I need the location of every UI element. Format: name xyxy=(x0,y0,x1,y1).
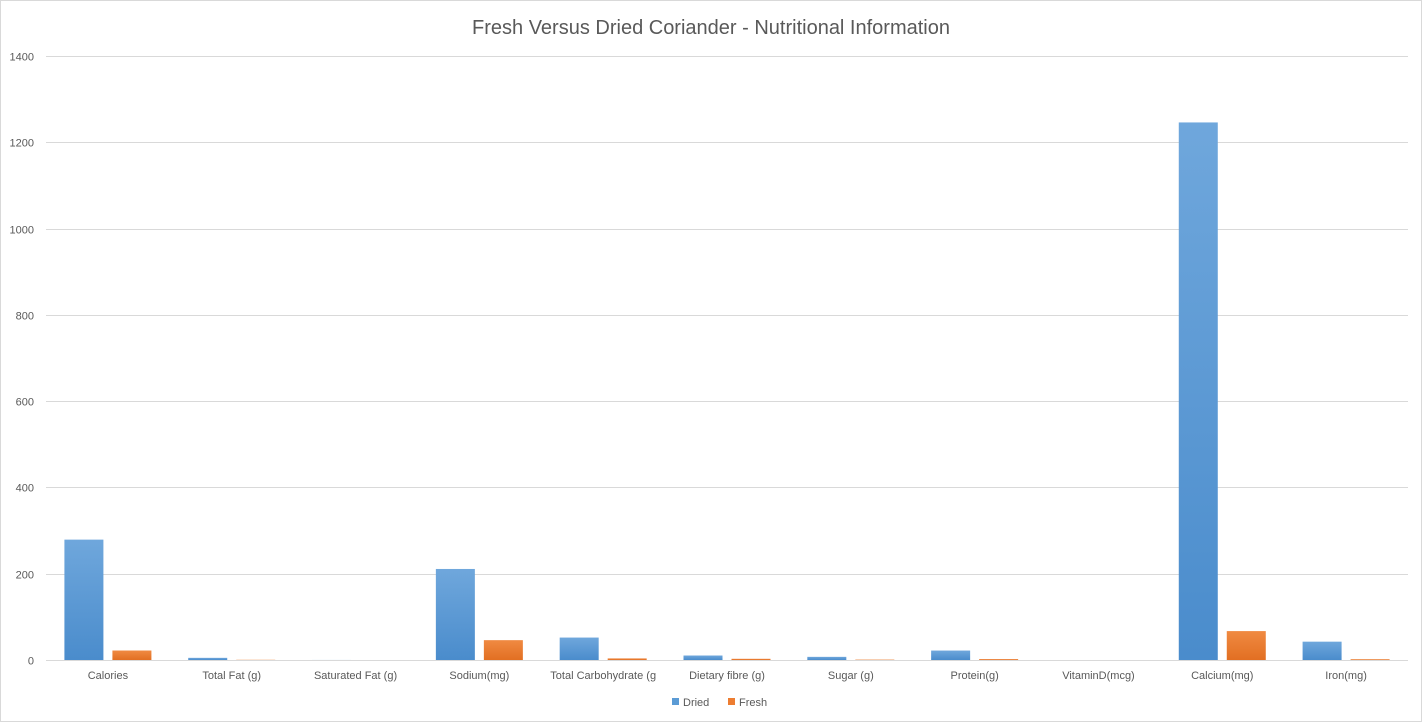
bar-dried xyxy=(64,540,103,660)
y-tick-label: 200 xyxy=(16,570,34,582)
bar-dried xyxy=(1179,122,1218,660)
chart-title: Fresh Versus Dried Coriander - Nutrition… xyxy=(472,17,950,39)
bar-fresh xyxy=(112,651,151,660)
legend-swatch xyxy=(728,698,735,705)
bar-dried xyxy=(188,658,227,660)
bar-dried xyxy=(931,651,970,660)
x-tick-label: Dietary fibre (g) xyxy=(689,670,765,682)
x-tick-label: Calcium(mg) xyxy=(1191,670,1253,682)
y-tick-label: 0 xyxy=(28,656,34,668)
bar-fresh xyxy=(1227,631,1266,660)
x-tick-label: Calories xyxy=(88,670,129,682)
bar-fresh xyxy=(608,658,647,660)
y-tick-label: 1200 xyxy=(10,138,34,150)
legend-label: Fresh xyxy=(739,697,767,709)
x-tick-label: Sodium(mg) xyxy=(449,670,509,682)
x-tick-label: Saturated Fat (g) xyxy=(314,670,397,682)
y-tick-label: 1000 xyxy=(10,225,34,237)
bar-fresh xyxy=(732,659,771,660)
x-tick-label: Sugar (g) xyxy=(828,670,874,682)
legend-label: Dried xyxy=(683,697,709,709)
bar-dried xyxy=(684,656,723,660)
bar-fresh xyxy=(484,640,523,660)
x-tick-label: Total Carbohydrate (g xyxy=(550,670,656,682)
y-tick-label: 600 xyxy=(16,397,34,409)
bar-dried xyxy=(807,657,846,660)
legend-swatch xyxy=(672,698,679,705)
x-tick-label: VitaminD(mcg) xyxy=(1062,670,1135,682)
x-tick-label: Iron(mg) xyxy=(1325,670,1367,682)
y-tick-label: 800 xyxy=(16,311,34,323)
y-tick-label: 400 xyxy=(16,483,34,495)
bar-dried xyxy=(1303,642,1342,660)
y-axis-ticks: 0 200 400 600 800 1000 1200 1400 xyxy=(10,52,34,668)
bar-fresh xyxy=(1351,659,1390,660)
x-tick-label: Protein(g) xyxy=(950,670,998,682)
x-tick-label: Total Fat (g) xyxy=(202,670,261,682)
bar-dried xyxy=(436,569,475,660)
bar-dried xyxy=(560,638,599,660)
x-axis-labels: Calories Total Fat (g) Saturated Fat (g) So… xyxy=(88,670,1367,682)
legend: Dried Fresh xyxy=(672,697,767,709)
y-tick-label: 1400 xyxy=(10,52,34,64)
bar-fresh xyxy=(979,659,1018,660)
bars xyxy=(64,122,1389,660)
